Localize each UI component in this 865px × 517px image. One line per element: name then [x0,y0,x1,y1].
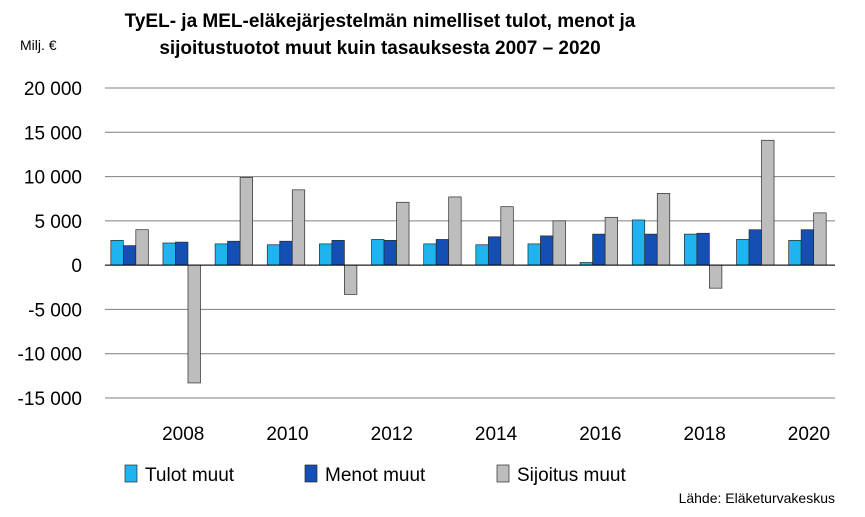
legend-swatch [304,464,318,483]
bar-menot-muut-2020 [800,229,815,266]
bar-tulot-muut-2018 [684,233,698,266]
x-tick-label: 2016 [579,424,621,445]
x-axis-ticks: 2008 2010 2012 2014 2016 2018 2020 [162,424,830,445]
bar-sijoitus-muut-2014 [500,206,514,266]
bars [110,139,827,384]
y-axis-ticks: 20 000 15 000 10 000 5 000 0 -5 000 -10 000 -15… [18,79,82,410]
bar-tulot-muut-2012 [371,239,385,266]
y-tick-label: -10 000 [18,345,82,366]
legend: Tulot muut Menot muut Sijoitus muut [124,464,626,486]
bar-menot-muut-2015 [540,235,554,266]
bar-sijoitus-muut-2012 [396,201,410,266]
legend-swatch [496,464,510,483]
bar-sijoitus-muut-2017 [656,193,671,266]
bar-menot-muut-2007 [122,245,137,266]
bar-tulot-muut-2019 [736,239,750,266]
bar-menot-muut-2018 [696,232,710,266]
y-tick-label: 5 000 [34,212,82,233]
bar-tulot-muut-2014 [475,244,489,266]
bar-menot-muut-2011 [331,239,345,266]
y-tick-label: 0 [71,256,82,277]
y-tick-label: -15 000 [18,389,82,410]
bar-sijoitus-muut-2013 [448,196,462,266]
y-tick-label: 15 000 [24,123,82,144]
bar-sijoitus-muut-2016 [604,216,618,266]
x-tick-label: 2020 [788,424,830,445]
x-tick-label: 2014 [475,424,518,445]
bar-tulot-muut-2007 [110,239,124,266]
bar-menot-muut-2012 [383,239,397,266]
y-tick-label: 10 000 [24,168,82,189]
unit-label: Milj. € [20,37,57,53]
chart-title-line1: TyEL- ja MEL-eläkejärjestelmän nimellise… [125,11,636,32]
bar-tulot-muut-2015 [527,243,541,266]
bar-tulot-muut-2017 [631,219,646,266]
bar-tulot-muut-2011 [319,243,333,266]
bar-sijoitus-muut-2011 [344,264,358,295]
bar-sijoitus-muut-2015 [552,220,566,266]
legend-label: Menot muut [325,465,426,486]
bar-menot-muut-2019 [748,229,762,266]
bar-tulot-muut-2009 [214,243,228,266]
bar-sijoitus-muut-2018 [709,264,723,289]
x-tick-label: 2018 [684,424,726,445]
bar-sijoitus-muut-2007 [135,229,149,266]
bar-menot-muut-2013 [435,239,450,266]
x-tick-label: 2012 [371,424,413,445]
bar-tulot-muut-2013 [423,243,437,266]
bar-tulot-muut-2020 [788,239,802,266]
bar-menot-muut-2009 [227,240,241,266]
source-note: Lähde: Eläketurvakeskus [679,490,835,506]
legend-label: Sijoitus muut [517,465,626,486]
chart-title-line2: sijoitustuotot muut kuin tasauksesta 200… [159,38,600,59]
bar-menot-muut-2016 [592,233,606,266]
x-tick-label: 2010 [266,424,308,445]
bar-menot-muut-2014 [487,236,502,266]
legend-swatch [124,464,138,483]
x-tick-label: 2008 [162,424,204,445]
y-tick-label: 20 000 [24,79,82,100]
bar-sijoitus-muut-2008 [187,264,201,384]
gridlines [105,87,835,399]
y-tick-label: -5 000 [28,300,82,321]
bar-tulot-muut-2008 [162,242,176,266]
bar-menot-muut-2008 [175,241,189,266]
bar-sijoitus-muut-2010 [291,189,306,266]
bar-sijoitus-muut-2009 [239,177,253,266]
bar-menot-muut-2010 [279,240,293,266]
bar-tulot-muut-2010 [266,244,281,266]
bar-sijoitus-muut-2020 [813,212,827,266]
bar-sijoitus-muut-2019 [761,139,775,266]
legend-label: Tulot muut [145,465,235,486]
bar-menot-muut-2017 [644,233,658,266]
